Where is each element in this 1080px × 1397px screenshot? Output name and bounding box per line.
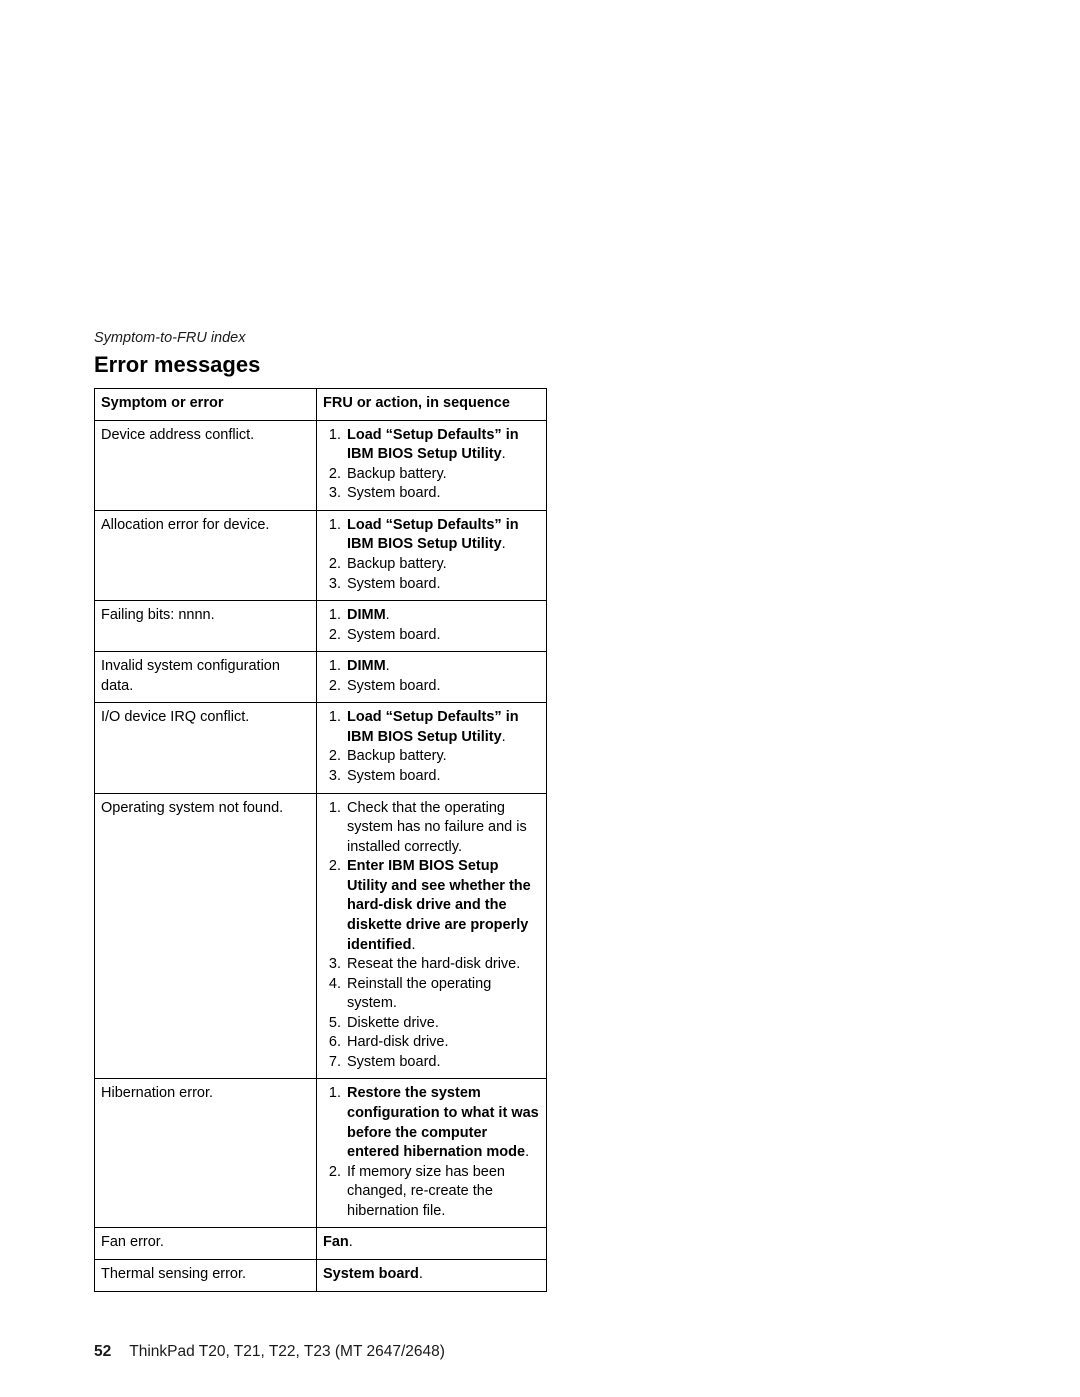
action-list: DIMM.System board. bbox=[323, 657, 540, 696]
symptom-cell: Fan error. bbox=[95, 1228, 317, 1260]
fru-text-tail: . bbox=[419, 1266, 423, 1282]
action-item: Enter IBM BIOS Setup Utility and see whe… bbox=[345, 857, 540, 955]
action-item: Reinstall the operating system. bbox=[345, 975, 540, 1014]
action-text-bold: DIMM bbox=[347, 658, 386, 674]
error-table: Symptom or error FRU or action, in seque… bbox=[94, 388, 547, 1292]
table-row: Invalid system configuration data.DIMM.S… bbox=[95, 652, 547, 703]
action-text-tail: . bbox=[502, 446, 506, 462]
action-text-tail: . bbox=[411, 937, 415, 953]
fru-cell: System board. bbox=[317, 1259, 547, 1291]
content-block: Symptom-to-FRU index Error messages Symp… bbox=[94, 330, 574, 1292]
action-item: System board. bbox=[345, 767, 540, 787]
action-item: Check that the operating system has no f… bbox=[345, 799, 540, 858]
action-text-bold: Load “Setup Defaults” in IBM BIOS Setup … bbox=[347, 427, 519, 463]
footer-text: ThinkPad T20, T21, T22, T23 (MT 2647/264… bbox=[129, 1343, 445, 1360]
fru-cell: Check that the operating system has no f… bbox=[317, 793, 547, 1079]
action-text-tail: . bbox=[525, 1144, 529, 1160]
table-row: Failing bits: nnnn.DIMM.System board. bbox=[95, 601, 547, 652]
action-list: Restore the system configuration to what… bbox=[323, 1084, 540, 1221]
action-list: Load “Setup Defaults” in IBM BIOS Setup … bbox=[323, 426, 540, 504]
action-text-tail: . bbox=[386, 658, 390, 674]
symptom-cell: Operating system not found. bbox=[95, 793, 317, 1079]
action-item: Reseat the hard-disk drive. bbox=[345, 955, 540, 975]
action-text-bold: Load “Setup Defaults” in IBM BIOS Setup … bbox=[347, 517, 519, 553]
symptom-cell: Device address conflict. bbox=[95, 420, 317, 510]
fru-cell: DIMM.System board. bbox=[317, 601, 547, 652]
symptom-cell: Allocation error for device. bbox=[95, 510, 317, 600]
fru-cell: DIMM.System board. bbox=[317, 652, 547, 703]
action-item: If memory size has been changed, re-crea… bbox=[345, 1163, 540, 1222]
symptom-cell: Failing bits: nnnn. bbox=[95, 601, 317, 652]
fru-cell: Load “Setup Defaults” in IBM BIOS Setup … bbox=[317, 703, 547, 793]
action-text-bold: DIMM bbox=[347, 607, 386, 623]
action-item: DIMM. bbox=[345, 606, 540, 626]
action-list: Load “Setup Defaults” in IBM BIOS Setup … bbox=[323, 708, 540, 786]
col-header-symptom: Symptom or error bbox=[95, 389, 317, 421]
fru-cell: Restore the system configuration to what… bbox=[317, 1079, 547, 1228]
fru-text-bold: Fan bbox=[323, 1234, 349, 1250]
action-item: Backup battery. bbox=[345, 555, 540, 575]
col-header-fru: FRU or action, in sequence bbox=[317, 389, 547, 421]
table-row: Thermal sensing error.System board. bbox=[95, 1259, 547, 1291]
running-head: Symptom-to-FRU index bbox=[94, 330, 574, 346]
table-row: Allocation error for device. Load “Setup … bbox=[95, 510, 547, 600]
action-text-tail: . bbox=[502, 729, 506, 745]
action-text-bold: Restore the system configuration to what… bbox=[347, 1085, 539, 1160]
table-body: Device address conflict. Load “Setup Defa… bbox=[95, 420, 547, 1291]
action-item: DIMM. bbox=[345, 657, 540, 677]
symptom-cell: Invalid system configuration data. bbox=[95, 652, 317, 703]
fru-cell: Load “Setup Defaults” in IBM BIOS Setup … bbox=[317, 510, 547, 600]
table-header-row: Symptom or error FRU or action, in seque… bbox=[95, 389, 547, 421]
action-text-bold: Enter IBM BIOS Setup Utility and see whe… bbox=[347, 858, 531, 952]
fru-text-bold: System board bbox=[323, 1266, 419, 1282]
action-item: Restore the system configuration to what… bbox=[345, 1084, 540, 1162]
page-footer: 52 ThinkPad T20, T21, T22, T23 (MT 2647/2… bbox=[94, 1343, 445, 1361]
symptom-cell: Thermal sensing error. bbox=[95, 1259, 317, 1291]
section-title: Error messages bbox=[94, 352, 574, 378]
page: Symptom-to-FRU index Error messages Symp… bbox=[0, 0, 1080, 1397]
fru-cell: Load “Setup Defaults” in IBM BIOS Setup … bbox=[317, 420, 547, 510]
action-item: System board. bbox=[345, 626, 540, 646]
table-row: I/O device IRQ conflict. Load “Setup Defa… bbox=[95, 703, 547, 793]
action-item: Hard-disk drive. bbox=[345, 1033, 540, 1053]
table-row: Fan error.Fan. bbox=[95, 1228, 547, 1260]
action-text-tail: . bbox=[502, 536, 506, 552]
action-item: Load “Setup Defaults” in IBM BIOS Setup … bbox=[345, 516, 540, 555]
action-list: Check that the operating system has no f… bbox=[323, 799, 540, 1073]
action-list: Load “Setup Defaults” in IBM BIOS Setup … bbox=[323, 516, 540, 594]
action-item: Backup battery. bbox=[345, 747, 540, 767]
action-item: System board. bbox=[345, 677, 540, 697]
action-item: System board. bbox=[345, 1053, 540, 1073]
action-item: System board. bbox=[345, 575, 540, 595]
table-row: Device address conflict. Load “Setup Defa… bbox=[95, 420, 547, 510]
action-item: Load “Setup Defaults” in IBM BIOS Setup … bbox=[345, 426, 540, 465]
table-row: Hibernation error. Restore the system con… bbox=[95, 1079, 547, 1228]
fru-text-tail: . bbox=[349, 1234, 353, 1250]
action-list: DIMM.System board. bbox=[323, 606, 540, 645]
page-number: 52 bbox=[94, 1343, 111, 1360]
table-row: Operating system not found. Check that th… bbox=[95, 793, 547, 1079]
symptom-cell: Hibernation error. bbox=[95, 1079, 317, 1228]
fru-cell: Fan. bbox=[317, 1228, 547, 1260]
action-text-tail: . bbox=[386, 607, 390, 623]
action-item: System board. bbox=[345, 484, 540, 504]
action-text-bold: Load “Setup Defaults” in IBM BIOS Setup … bbox=[347, 709, 519, 745]
action-item: Load “Setup Defaults” in IBM BIOS Setup … bbox=[345, 708, 540, 747]
action-item: Backup battery. bbox=[345, 465, 540, 485]
symptom-cell: I/O device IRQ conflict. bbox=[95, 703, 317, 793]
action-item: Diskette drive. bbox=[345, 1014, 540, 1034]
